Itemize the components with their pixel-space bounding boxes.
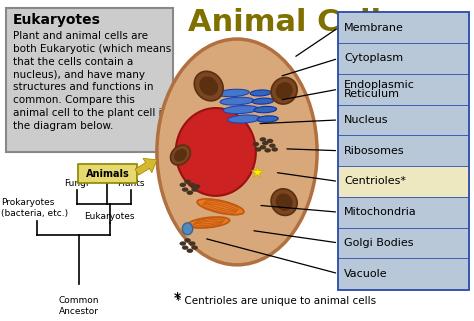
Text: *: * [173,291,181,305]
Ellipse shape [252,98,273,104]
Circle shape [264,148,271,152]
Text: Golgi Bodies: Golgi Bodies [344,238,413,248]
FancyArrowPatch shape [135,159,157,175]
FancyBboxPatch shape [338,166,468,197]
Circle shape [182,187,189,192]
Circle shape [253,142,259,146]
Circle shape [184,238,191,243]
Ellipse shape [250,90,271,96]
Text: Ribosomes: Ribosomes [344,146,405,156]
FancyBboxPatch shape [338,135,468,166]
Text: Animal Cell: Animal Cell [188,8,381,37]
Text: Plants: Plants [117,179,145,188]
Circle shape [180,241,186,246]
Ellipse shape [254,106,276,113]
Ellipse shape [197,199,244,215]
Circle shape [262,141,269,145]
Ellipse shape [171,145,191,165]
Ellipse shape [228,115,261,123]
Circle shape [182,246,189,250]
Ellipse shape [217,89,249,97]
Ellipse shape [176,108,256,196]
Circle shape [191,187,198,192]
Text: Eukaryotes: Eukaryotes [84,212,135,221]
Ellipse shape [276,194,292,211]
Circle shape [191,246,198,250]
Text: Vacuole: Vacuole [344,269,388,279]
Circle shape [187,248,193,253]
Text: * Centrioles are unique to animal cells: * Centrioles are unique to animal cells [176,296,376,306]
Ellipse shape [174,149,187,161]
Circle shape [269,143,276,148]
Ellipse shape [271,189,297,215]
Circle shape [267,139,273,143]
Text: Nucleus: Nucleus [344,115,389,125]
Ellipse shape [257,116,278,122]
Circle shape [187,191,193,195]
Ellipse shape [220,97,254,105]
Ellipse shape [188,217,229,228]
Ellipse shape [182,223,193,235]
Circle shape [260,145,266,150]
Circle shape [189,183,196,187]
FancyBboxPatch shape [338,197,468,228]
Text: Plant and animal cells are
both Eukaryotic (which means
that the cells contain a: Plant and animal cells are both Eukaryot… [13,31,172,131]
Ellipse shape [157,39,317,265]
Text: Endoplasmic
Reticulum: Endoplasmic Reticulum [344,80,415,99]
FancyBboxPatch shape [338,105,468,135]
FancyBboxPatch shape [6,8,173,152]
Circle shape [272,147,278,152]
FancyBboxPatch shape [338,228,468,258]
Circle shape [255,147,262,152]
Text: Membrane: Membrane [344,23,404,33]
Text: Common
Ancestor: Common Ancestor [59,296,100,316]
Circle shape [180,183,186,187]
Ellipse shape [194,71,223,101]
Ellipse shape [200,76,218,96]
Ellipse shape [223,106,258,114]
FancyBboxPatch shape [338,258,468,289]
Text: Cytoplasm: Cytoplasm [344,54,403,64]
Circle shape [260,137,266,142]
FancyBboxPatch shape [338,43,468,74]
Ellipse shape [271,77,297,104]
Ellipse shape [276,82,292,100]
Circle shape [184,179,191,184]
Text: Eukaryotes: Eukaryotes [13,13,101,27]
Circle shape [194,184,200,189]
FancyBboxPatch shape [338,74,468,105]
Text: Animals: Animals [85,169,129,178]
FancyArrowPatch shape [135,159,157,175]
FancyBboxPatch shape [78,164,137,183]
Text: Fungi: Fungi [64,179,89,188]
Text: Mitochondria: Mitochondria [344,207,417,217]
Text: Prokaryotes
(bacteria, etc.): Prokaryotes (bacteria, etc.) [1,198,69,218]
Circle shape [189,241,196,246]
Text: Centrioles*: Centrioles* [344,177,406,187]
FancyBboxPatch shape [338,13,468,43]
